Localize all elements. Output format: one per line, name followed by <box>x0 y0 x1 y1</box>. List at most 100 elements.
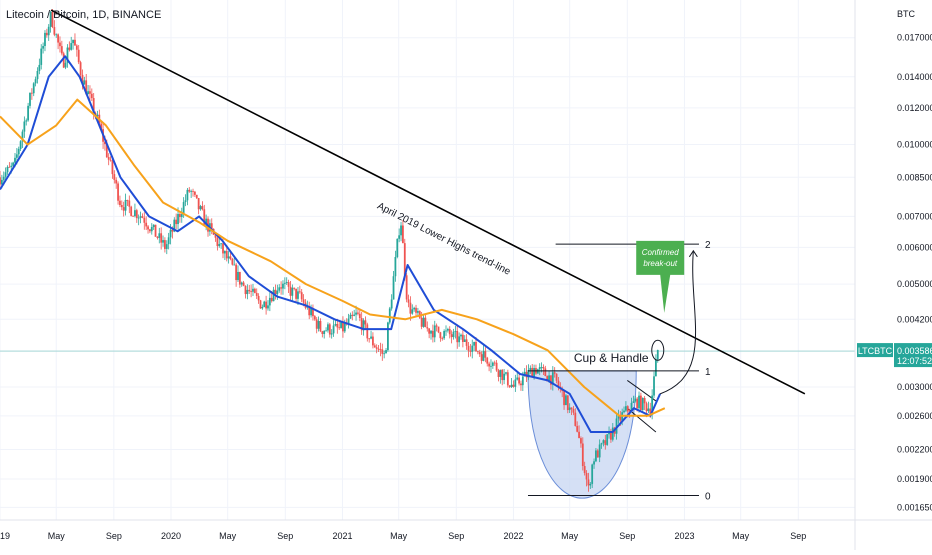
candle-body <box>317 320 320 329</box>
candle-body <box>431 330 434 338</box>
candle-body <box>68 47 71 50</box>
price-axis-tick: 0.002200 <box>897 444 932 454</box>
candle-body <box>14 157 16 163</box>
time-axis-tick: May <box>732 531 750 541</box>
candle-body <box>156 236 159 238</box>
candle-body <box>96 114 99 117</box>
candle-body <box>57 34 59 43</box>
candle-body <box>418 311 421 318</box>
candle-body <box>446 329 449 331</box>
candle-body <box>366 324 369 339</box>
candle-body <box>83 80 86 85</box>
candle-body <box>297 291 299 299</box>
candle-body <box>536 369 539 374</box>
candle-body <box>32 83 35 94</box>
candle-body <box>338 327 341 329</box>
candle-body <box>623 410 625 413</box>
candle-body <box>177 214 179 225</box>
candle-body <box>274 289 277 295</box>
candle-body <box>90 93 93 99</box>
candle-body <box>383 353 386 355</box>
candle-body <box>497 370 500 377</box>
candle-body <box>325 330 327 332</box>
time-axis-tick: May <box>390 531 408 541</box>
candle-body <box>134 210 136 217</box>
candle-body <box>158 233 161 238</box>
candle-body <box>246 289 249 295</box>
candle-body <box>490 365 492 367</box>
candle-body <box>491 362 494 366</box>
candle-body <box>139 216 142 218</box>
candle-body <box>164 240 166 249</box>
candle-body <box>411 309 414 314</box>
candle-body <box>538 367 541 370</box>
candle-body <box>555 373 558 381</box>
candle-body <box>385 350 387 354</box>
candle-body <box>197 198 200 210</box>
candle-body <box>596 450 599 458</box>
candle-body <box>81 74 84 85</box>
price-axis-tick: 0.008500 <box>897 172 932 182</box>
price-axis-tick: 0.014000 <box>897 72 932 82</box>
candle-body <box>514 379 517 387</box>
time-axis-tick: Sep <box>277 531 293 541</box>
candle-body <box>188 189 191 192</box>
candle-body <box>424 317 427 328</box>
candle-body <box>456 331 459 343</box>
candle-body <box>117 183 119 201</box>
candle-body <box>551 372 554 385</box>
candle-body <box>70 43 73 50</box>
candle-body <box>265 301 268 309</box>
price-axis-tick: 0.002600 <box>897 411 932 421</box>
candle-body <box>566 395 569 411</box>
price-axis-tick: 0.001650 <box>897 502 932 512</box>
candle-body <box>452 331 455 338</box>
candle-body <box>647 408 650 412</box>
candle-body <box>400 225 402 236</box>
candle-body <box>242 282 245 286</box>
candle-body <box>372 336 374 346</box>
candle-body <box>182 202 185 215</box>
candle-body <box>111 160 114 175</box>
time-axis-tick: Sep <box>448 531 464 541</box>
time-axis-tick: May <box>48 531 66 541</box>
candle-body <box>132 215 134 217</box>
candle-body <box>396 238 399 258</box>
candle-body <box>287 282 290 287</box>
candle-body <box>263 301 266 307</box>
candle-body <box>218 243 221 247</box>
candle-body <box>120 205 123 208</box>
candle-body <box>21 131 24 142</box>
candle-body <box>330 333 333 335</box>
candle-body <box>505 372 507 374</box>
candle-body <box>124 199 127 211</box>
candle-body <box>373 345 376 348</box>
candle-body <box>233 264 236 266</box>
candle-body <box>276 290 279 295</box>
candle-body <box>64 62 67 68</box>
price-axis-tick: 0.012000 <box>897 103 932 113</box>
candle-body <box>201 206 204 210</box>
candle-body <box>250 291 253 293</box>
candle-body <box>460 334 462 337</box>
candle-body <box>377 348 380 350</box>
candle-body <box>186 189 189 201</box>
candle-body <box>192 191 194 192</box>
candle-body <box>544 368 547 377</box>
candle-body <box>340 322 342 328</box>
candle-body <box>495 362 498 371</box>
candle-body <box>553 372 556 374</box>
candle-body <box>141 216 144 218</box>
candle-body <box>302 299 305 303</box>
candle-body <box>327 324 329 331</box>
candle-body <box>4 172 7 177</box>
ticker-label: LTCBTC <box>858 346 893 356</box>
candle-body <box>49 11 52 27</box>
candle-body <box>47 26 50 36</box>
candle-body <box>510 384 513 387</box>
handle-upper-line <box>627 380 657 402</box>
callout-text-line2: break-out <box>643 259 678 268</box>
candle-body <box>334 323 337 326</box>
